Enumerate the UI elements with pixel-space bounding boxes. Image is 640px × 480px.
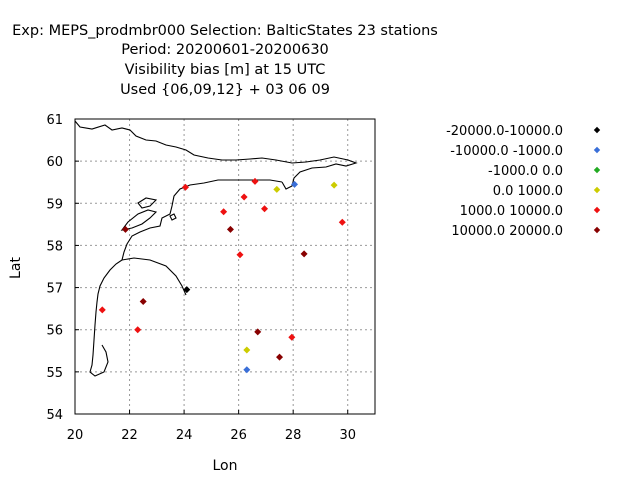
y-tick-label: 54 <box>46 408 63 423</box>
legend: -20000.0-10000.0 -10000.0 -1000.0 -1000.0 … <box>446 124 601 239</box>
data-point <box>220 208 228 216</box>
data-point <box>243 366 251 374</box>
data-point <box>291 180 299 188</box>
data-point <box>251 177 259 185</box>
x-tick-label: 20 <box>67 428 84 443</box>
y-tick-label: 56 <box>46 324 63 339</box>
coastline-map <box>74 120 358 377</box>
data-point <box>98 306 106 314</box>
data-point <box>226 225 234 233</box>
data-points <box>98 177 346 374</box>
legend-marker <box>593 126 601 134</box>
title-line-4: Used {06,09,12} + 03 06 09 <box>120 82 330 98</box>
data-point <box>288 333 296 341</box>
y-tick-label: 58 <box>46 239 63 254</box>
y-tick-label: 61 <box>46 113 63 128</box>
data-point <box>273 185 281 193</box>
data-point <box>236 251 244 259</box>
legend-label: -10000.0 -1000.0 <box>450 144 563 159</box>
y-tick-label: 59 <box>46 197 63 212</box>
data-point <box>121 225 129 233</box>
x-tick-label: 22 <box>121 428 138 443</box>
plot-frame <box>74 118 376 415</box>
legend-marker <box>593 146 601 154</box>
title-line-3: Visibility bias [m] at 15 UTC <box>125 62 326 78</box>
legend-marker <box>593 166 601 174</box>
x-tick-label: 28 <box>285 428 302 443</box>
y-tick-label: 60 <box>46 155 63 170</box>
y-tick-label: 57 <box>46 282 63 297</box>
legend-label: -1000.0 0.0 <box>488 164 563 179</box>
data-point <box>134 326 142 334</box>
x-tick-label: 26 <box>230 428 247 443</box>
data-point <box>139 297 147 305</box>
data-point <box>240 193 248 201</box>
x-axis-label: Lon <box>213 458 238 474</box>
chart-title: Exp: MEPS_prodmbr000 Selection: BalticSt… <box>12 23 438 98</box>
x-tick-label: 24 <box>176 428 193 443</box>
data-point <box>261 205 269 213</box>
legend-label: 0.0 1000.0 <box>493 184 563 199</box>
data-point <box>181 183 189 191</box>
data-point <box>183 286 191 294</box>
data-point <box>330 181 338 189</box>
title-line-2: Period: 20200601-20200630 <box>121 42 329 58</box>
data-point <box>243 346 251 354</box>
data-point <box>338 218 346 226</box>
legend-marker <box>593 206 601 214</box>
data-point <box>276 353 284 361</box>
x-axis-ticks: 20 22 24 26 28 30 <box>67 410 356 443</box>
y-axis-label: Lat <box>8 257 24 279</box>
title-line-1: Exp: MEPS_prodmbr000 Selection: BalticSt… <box>12 23 438 39</box>
x-tick-label: 30 <box>339 428 356 443</box>
legend-marker <box>593 226 601 234</box>
data-point <box>300 250 308 258</box>
y-axis-ticks: 54 55 56 57 58 59 60 61 <box>46 113 79 423</box>
grid-lines <box>75 119 375 414</box>
legend-label: 10000.0 20000.0 <box>451 224 563 239</box>
y-tick-label: 55 <box>46 366 63 381</box>
legend-marker <box>593 186 601 194</box>
legend-label: 1000.0 10000.0 <box>460 204 563 219</box>
legend-label: -20000.0-10000.0 <box>446 124 563 139</box>
data-point <box>254 328 262 336</box>
